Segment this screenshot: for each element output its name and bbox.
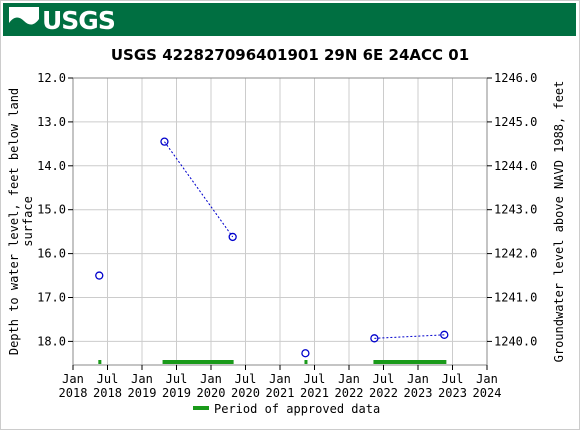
left-axis: 12.0 13.0 14.0 15.0 16.0 17.0 18.0 [37,71,73,348]
x-tick-label: 2022 [335,386,364,400]
left-tick-label: 16.0 [37,247,66,261]
x-tick-label: 2023 [404,386,433,400]
x-tick-label: Jul [442,372,464,386]
right-tick-label: 1243.0 [494,203,537,217]
data-point [160,137,169,146]
x-tick-label: Jul [235,372,257,386]
right-tick-label: 1246.0 [494,71,537,85]
approved-period-bar [98,360,102,364]
right-tick-label: 1245.0 [494,115,537,129]
right-tick-label: 1244.0 [494,159,537,173]
x-tick-label: Jan [407,372,429,386]
approved-period-bar [162,360,234,364]
right-tick-label: 1242.0 [494,247,537,261]
series-connector [164,141,234,238]
x-tick-label: 2024 [473,386,502,400]
y-axis-label-left-line1: Depth to water level, feet below land [7,88,21,355]
left-tick-label: 14.0 [37,159,66,173]
x-tick-label: 2022 [369,386,398,400]
approved-periods [98,360,447,364]
x-tick-label: Jan [338,372,360,386]
left-tick-label: 18.0 [37,334,66,348]
x-tick-label: 2018 [93,386,122,400]
data-point [95,271,104,280]
y-axis-label-left-line2: surface [21,196,35,247]
x-tick-label: Jul [373,372,395,386]
approved-period-bar [373,360,447,364]
chart-title: USGS 422827096401901 29N 6E 24ACC 01 [111,46,469,64]
data-point [370,334,379,343]
data-point [228,232,237,242]
x-tick-label: 2018 [59,386,88,400]
x-tick-label: Jan [131,372,153,386]
data-point [301,349,310,358]
legend-swatch [193,406,209,410]
x-tick-label: Jan [269,372,291,386]
x-tick-label: 2019 [162,386,191,400]
data-point [440,330,449,339]
x-tick-label: Jan [62,372,84,386]
right-axis: 1246.0 1245.0 1244.0 1243.0 1242.0 1241.0 1240… [487,71,537,348]
x-tick-label: Jan [200,372,222,386]
x-tick-label: 2019 [128,386,157,400]
right-tick-label: 1241.0 [494,291,537,305]
x-tick-label: Jul [166,372,188,386]
series-connector [374,334,445,339]
x-tick-label: Jul [97,372,119,386]
y-axis-label-left: Depth to water level, feet below landsur… [7,88,35,355]
x-axis: Jan2018Jul2018Jan2019Jul2019Jan2020Jul20… [59,365,502,400]
y-axis-label-right: Groundwater level above NAVD 1988, feet [552,81,566,363]
x-tick-label: Jan [476,372,498,386]
usgs-logo-text: USGS [42,5,116,35]
approved-period-bar [304,360,308,364]
left-tick-label: 17.0 [37,291,66,305]
left-tick-label: 15.0 [37,203,66,217]
x-tick-label: 2021 [266,386,295,400]
x-tick-label: 2020 [231,386,260,400]
left-tick-label: 13.0 [37,115,66,129]
right-tick-label: 1240.0 [494,334,537,348]
x-tick-label: 2020 [197,386,226,400]
usgs-logo: USGS [9,5,116,35]
x-tick-label: 2021 [300,386,329,400]
data-series [95,137,449,358]
usgs-wave-icon [9,7,39,33]
legend: Period of approved data [193,402,380,416]
x-tick-label: 2023 [438,386,467,400]
x-tick-label: Jul [304,372,326,386]
legend-label: Period of approved data [214,402,380,416]
grid [72,77,488,365]
usgs-banner: USGS [3,3,576,36]
left-tick-label: 12.0 [37,71,66,85]
